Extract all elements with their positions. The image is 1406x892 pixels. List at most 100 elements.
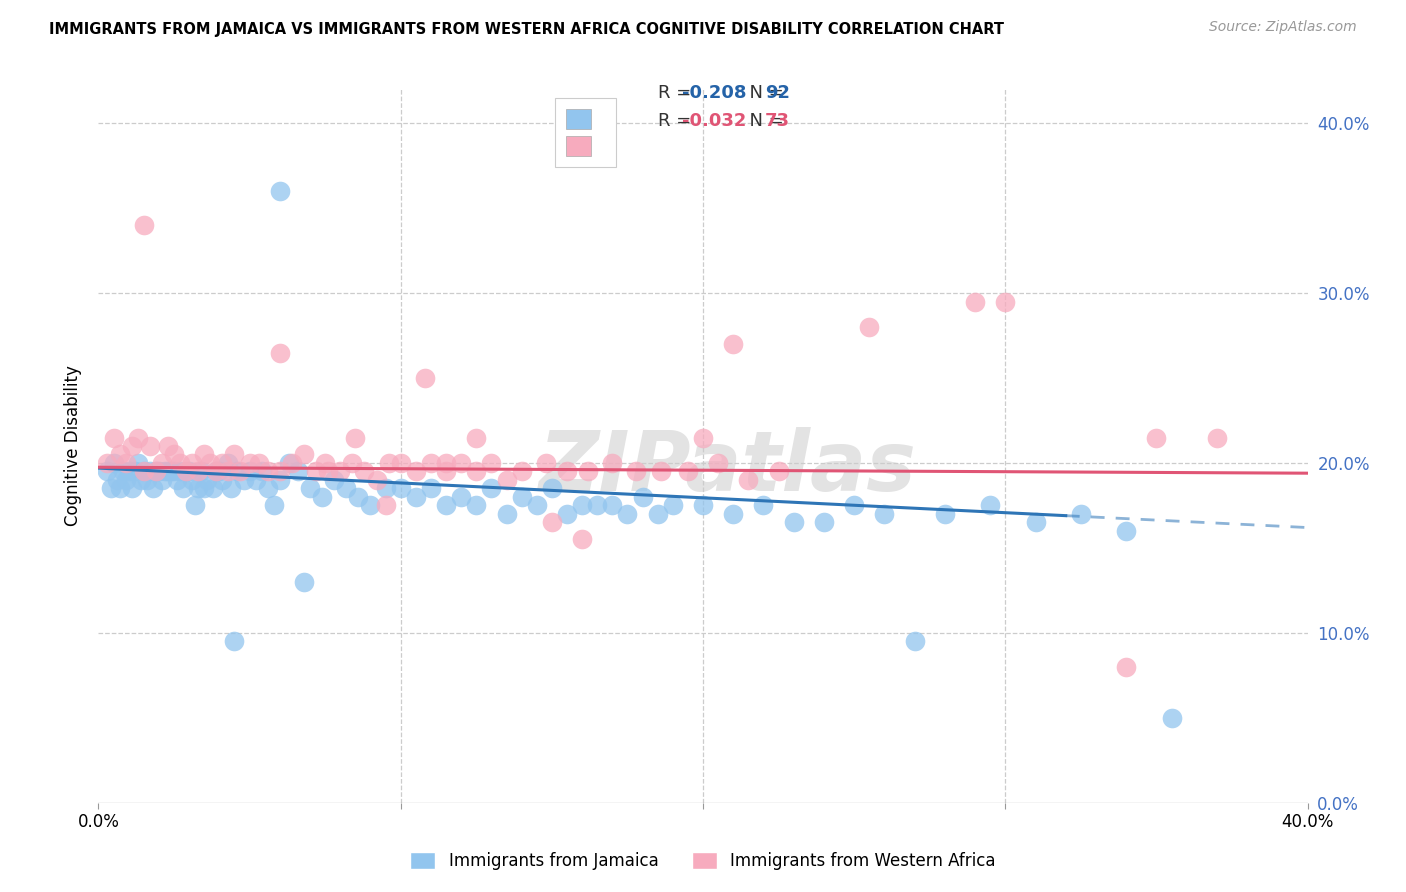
Point [347,490,370,504]
Point [353,465,375,479]
Point [239,456,262,470]
Text: 92: 92 [765,84,790,102]
Text: ZIPatlas: ZIPatlas [538,427,917,508]
Point [434,499,457,513]
Point [389,482,412,496]
Point [510,465,533,479]
Point [287,465,309,479]
Point [139,465,162,479]
Point [571,533,593,547]
Point [602,499,624,513]
Point [465,499,488,513]
Point [904,634,927,648]
Point [1115,660,1137,674]
Point [105,473,128,487]
Point [311,490,333,504]
Point [118,465,141,479]
Point [994,294,1017,309]
Point [934,507,956,521]
Point [450,456,472,470]
Point [156,465,179,479]
Point [211,473,233,487]
Point [172,482,194,496]
Point [247,456,270,470]
Point [108,482,131,496]
Point [1206,430,1229,444]
Point [202,482,225,496]
Legend: Immigrants from Jamaica, Immigrants from Western Africa: Immigrants from Jamaica, Immigrants from… [404,845,1002,877]
Point [965,294,987,309]
Point [124,465,146,479]
Point [526,499,548,513]
Point [211,456,233,470]
Point [256,482,278,496]
Point [121,439,143,453]
Point [160,465,183,479]
Point [281,456,304,470]
Point [1144,430,1167,444]
Point [139,439,162,453]
Point [187,465,209,479]
Point [495,473,517,487]
Point [269,465,291,479]
Point [205,465,228,479]
Point [205,465,228,479]
Point [374,499,396,513]
Point [145,465,167,479]
Point [576,465,599,479]
Point [692,430,714,444]
Point [217,465,239,479]
Point [269,473,291,487]
Point [292,448,315,462]
Point [495,507,517,521]
Point [723,337,745,351]
Point [96,465,118,479]
Point [783,516,806,530]
Point [571,499,593,513]
Point [127,456,149,470]
Point [224,448,246,462]
Point [813,516,835,530]
Text: 73: 73 [765,112,790,129]
Point [256,465,278,479]
Point [616,507,638,521]
Point [103,430,125,444]
Point [127,430,149,444]
Point [190,465,212,479]
Point [142,482,165,496]
Point [269,184,291,198]
Point [586,499,609,513]
Point [377,456,399,470]
Point [540,482,562,496]
Point [979,499,1001,513]
Text: Source: ZipAtlas.com: Source: ZipAtlas.com [1209,20,1357,34]
Point [329,465,352,479]
Point [692,499,714,513]
Point [132,218,155,232]
Legend: , : , [555,98,616,167]
Point [366,473,388,487]
Point [169,465,191,479]
Point [232,473,254,487]
Point [768,465,790,479]
Point [314,456,336,470]
Point [602,456,624,470]
Point [150,456,173,470]
Point [481,456,503,470]
Point [858,320,880,334]
Point [129,473,152,487]
Point [200,456,222,470]
Point [510,490,533,504]
Point [323,473,346,487]
Point [420,456,443,470]
Point [181,473,204,487]
Point [263,499,285,513]
Point [737,473,759,487]
Point [1115,524,1137,538]
Point [465,430,488,444]
Point [631,490,654,504]
Point [184,499,207,513]
Point [661,499,683,513]
Point [481,482,503,496]
Point [269,345,291,359]
